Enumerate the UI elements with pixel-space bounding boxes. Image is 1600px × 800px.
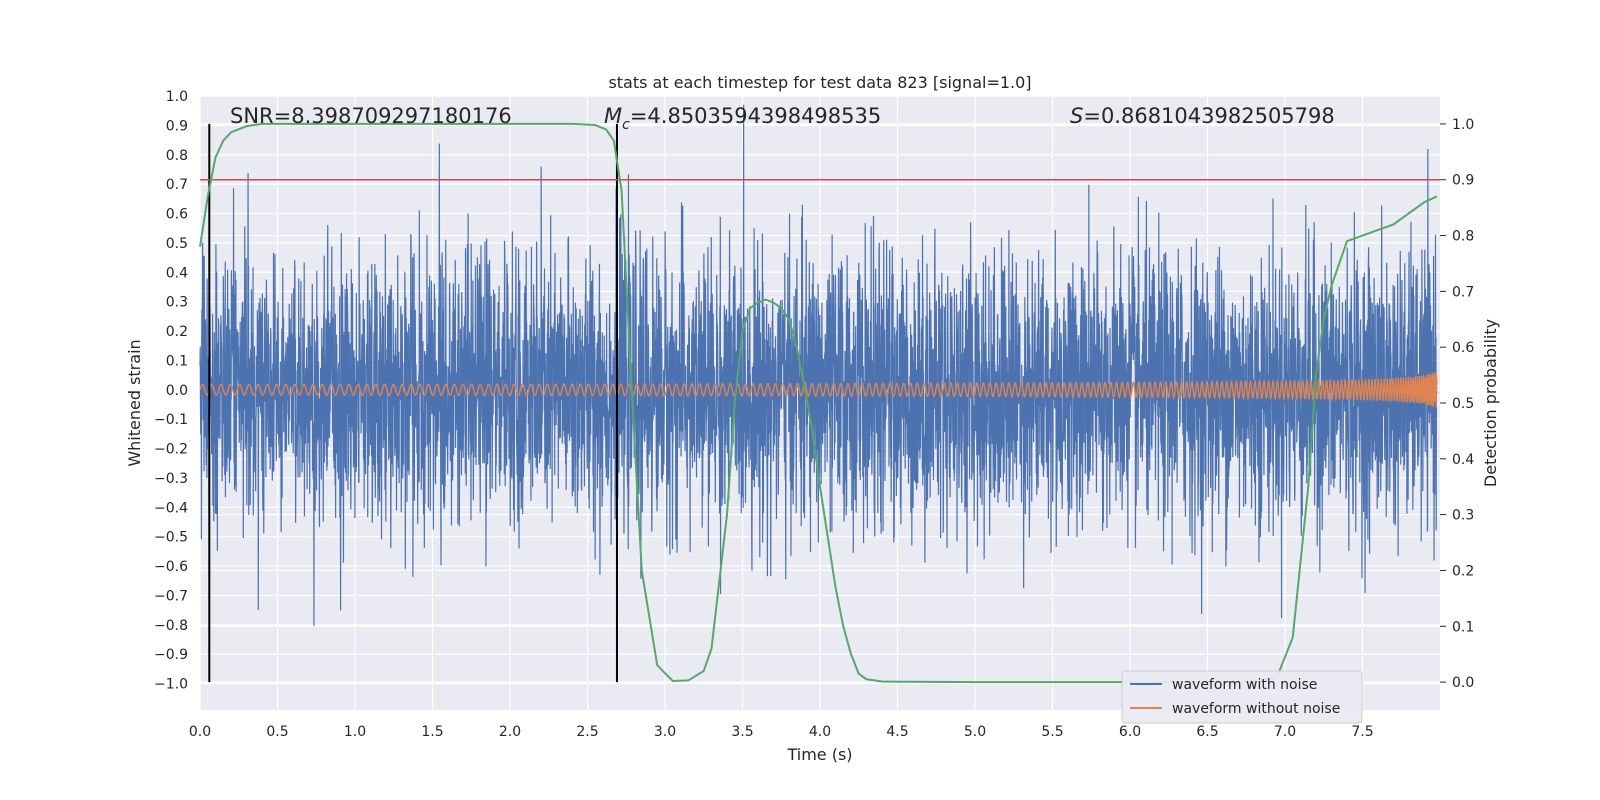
y-tick-label: −0.2: [154, 442, 188, 458]
x-tick-label: 7.5: [1351, 724, 1373, 740]
x-tick-label: 3.5: [731, 724, 753, 740]
legend-chirp-label: waveform without noise: [1172, 701, 1340, 717]
y-right-tick-label: 0.0: [1452, 675, 1474, 691]
y-tick-label: −0.6: [154, 559, 188, 575]
y-tick-label: 0.2: [166, 324, 188, 340]
y-right-tick-label: 0.1: [1452, 619, 1474, 635]
series-detection-probability: [199, 122, 1438, 684]
x-tick-label: 5.0: [964, 724, 986, 740]
y-tick-label: −0.9: [154, 647, 188, 663]
legend: waveform with noise waveform without noi…: [1121, 670, 1363, 724]
series-waveform-without-noise: [199, 371, 1438, 408]
y-right-tick-label: 0.3: [1452, 508, 1474, 524]
x-tick-label: 6.5: [1196, 724, 1218, 740]
y-tick-label: 0.0: [166, 383, 188, 399]
x-tick-label: 4.0: [809, 724, 831, 740]
y-right-tick-label: 0.8: [1452, 229, 1474, 245]
x-tick-label: 5.5: [1041, 724, 1063, 740]
legend-noise-label: waveform with noise: [1172, 677, 1317, 693]
snr-annotation: SNR=8.398709297180176: [230, 104, 512, 128]
y-tick-label: −1.0: [154, 677, 188, 693]
x-tick-label: 3.0: [654, 724, 676, 740]
y-right-tick-label: 0.7: [1452, 284, 1474, 300]
chirp-mass-subscript: c: [622, 117, 630, 133]
y-tick-label: 0.6: [166, 207, 188, 223]
y-tick-label: 0.5: [166, 236, 188, 252]
y-tick-label: 0.9: [166, 118, 188, 134]
chirp-waveform-line: [199, 371, 1438, 408]
x-tick-label: 0.5: [266, 724, 288, 740]
y-tick-label: 1.0: [166, 89, 188, 105]
x-tick-label: 7.0: [1274, 724, 1296, 740]
y-tick-label: 0.8: [166, 148, 188, 164]
x-tick-label: 2.0: [499, 724, 521, 740]
y-tick-label: 0.1: [166, 353, 188, 369]
chirp-mass-symbol: M: [604, 104, 622, 128]
chirp-mass-value: =4.8503594398498535: [630, 104, 881, 128]
x-tick-label: 1.0: [344, 724, 366, 740]
y-tick-label: −0.5: [154, 530, 188, 546]
y-tick-label: 0.3: [166, 295, 188, 311]
y-tick-label: −0.4: [154, 500, 188, 516]
y-tick-label: −0.1: [154, 412, 188, 428]
detection-probability-line: [199, 122, 1438, 684]
s-annotation: S=0.8681043982505798: [1070, 104, 1335, 128]
y-right-tick-label: 0.9: [1452, 173, 1474, 189]
s-symbol: S: [1070, 104, 1083, 128]
y-right-tick-label: 0.4: [1452, 452, 1474, 468]
y-tick-label: −0.8: [154, 618, 188, 634]
legend-box: [1121, 670, 1363, 724]
y-tick-label: 0.4: [166, 265, 188, 281]
y-axis-label: Whitened strain: [125, 339, 144, 466]
x-tick-label: 2.5: [576, 724, 598, 740]
x-tick-label: 4.5: [886, 724, 908, 740]
y-tick-label: −0.7: [154, 588, 188, 604]
y-tick-label: 0.7: [166, 177, 188, 193]
y-tick-label: −0.3: [154, 471, 188, 487]
chirp-mass-annotation: Mc=4.8503594398498535: [604, 104, 881, 133]
x-tick-label: 1.5: [421, 724, 443, 740]
y-right-tick-label: 1.0: [1452, 117, 1474, 133]
y-right-tick-label: 0.5: [1452, 396, 1474, 412]
y-right-tick-label: 0.2: [1452, 563, 1474, 579]
x-tick-label: 0.0: [189, 724, 211, 740]
y-right-tick-label: 0.6: [1452, 340, 1474, 356]
y-axis-right-label: Detection probability: [1481, 319, 1500, 487]
x-axis-label: Time (s): [786, 745, 852, 764]
s-value: =0.8681043982505798: [1083, 104, 1334, 128]
chart-title: stats at each timestep for test data 823…: [608, 73, 1031, 92]
x-tick-label: 6.0: [1119, 724, 1141, 740]
